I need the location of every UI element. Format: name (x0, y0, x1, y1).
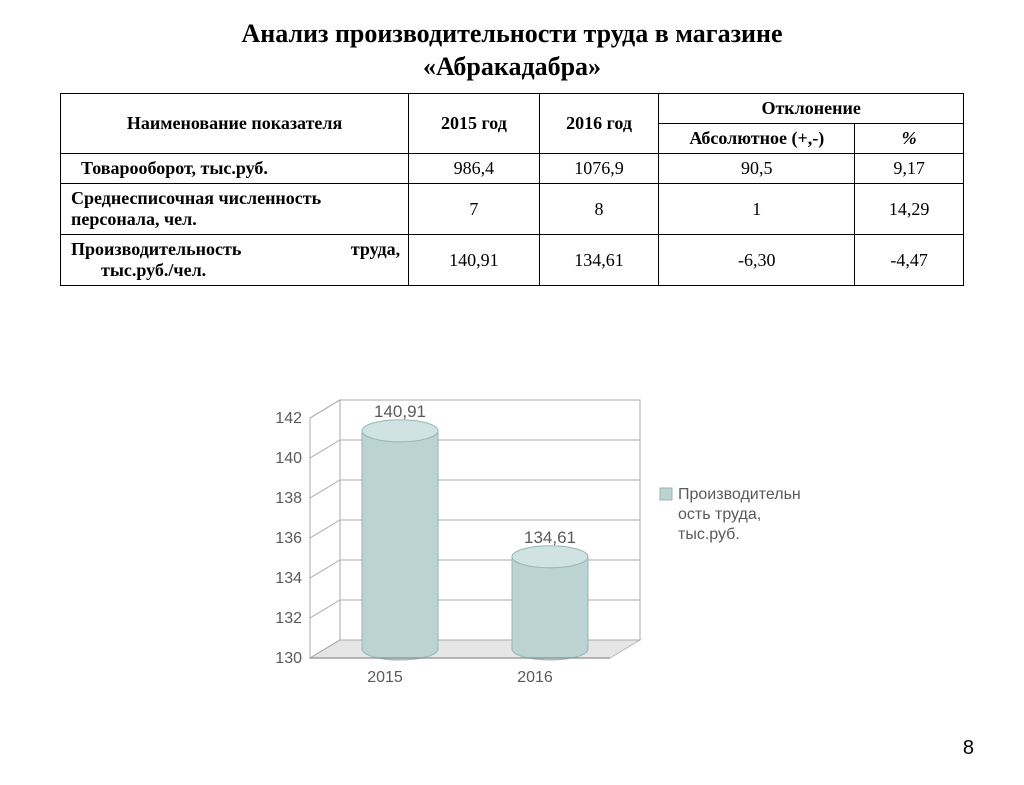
table-header-row-1: Наименование показателя 2015 год 2016 го… (61, 94, 964, 124)
legend-label: тыс.руб. (678, 526, 740, 543)
svg-text:2016: 2016 (517, 669, 553, 686)
productivity-chart: 130132134136138140142 140,91134,61 20152… (230, 358, 820, 718)
cell-2015: 986,4 (409, 154, 540, 184)
chart-legend: Производительн ость труда, тыс.руб. (660, 486, 801, 543)
table-row: Среднесписочная численность персонала, ч… (61, 184, 964, 235)
col-header-2016: 2016 год (539, 94, 659, 154)
data-table-container: Наименование показателя 2015 год 2016 го… (60, 93, 964, 286)
svg-text:132: 132 (275, 610, 302, 627)
cell-2015: 7 (409, 184, 540, 235)
table-row: Производительность труда, тыс.руб./чел. … (61, 235, 964, 286)
legend-label: Производительн (678, 486, 801, 503)
chart-floor (310, 640, 640, 658)
col-header-name: Наименование показателя (61, 94, 409, 154)
cell-abs: 90,5 (659, 154, 855, 184)
svg-text:142: 142 (275, 410, 302, 427)
cell-abs: -6,30 (659, 235, 855, 286)
row-label-part: тыс.руб./чел. (71, 260, 400, 281)
svg-text:2015: 2015 (367, 669, 403, 686)
page-number: 8 (963, 737, 974, 760)
svg-text:140: 140 (275, 450, 302, 467)
col-header-absolute: Абсолютное (+,-) (659, 124, 855, 154)
chart-xticks: 2015 2016 (367, 669, 553, 686)
row-label: Производительность труда, тыс.руб./чел. (61, 235, 409, 286)
row-label-part: Производительность (71, 239, 241, 260)
cell-pct: 9,17 (855, 154, 964, 184)
svg-text:134,61: 134,61 (524, 528, 576, 547)
title-line-1: Анализ производительности труда в магази… (241, 19, 782, 48)
cell-2016: 1076,9 (539, 154, 659, 184)
cell-2016: 8 (539, 184, 659, 235)
svg-text:130: 130 (275, 650, 302, 667)
title-line-2: «Абракадабра» (423, 52, 601, 81)
chart-svg: 130132134136138140142 140,91134,61 20152… (230, 358, 820, 718)
cell-abs: 1 (659, 184, 855, 235)
svg-text:136: 136 (275, 530, 302, 547)
svg-text:140,91: 140,91 (374, 402, 426, 421)
row-label: Товарооборот, тыс.руб. (61, 154, 409, 184)
table-row: Товарооборот, тыс.руб. 986,4 1076,9 90,5… (61, 154, 964, 184)
row-label: Среднесписочная численность персонала, ч… (61, 184, 409, 235)
col-header-percent: % (855, 124, 964, 154)
svg-text:134: 134 (275, 570, 302, 587)
col-header-deviation: Отклонение (659, 94, 964, 124)
chart-yticks: 130 132 134 136 138 140 142 (275, 410, 302, 667)
col-header-2015: 2015 год (409, 94, 540, 154)
data-table: Наименование показателя 2015 год 2016 го… (60, 93, 964, 286)
cell-2015: 140,91 (409, 235, 540, 286)
cell-pct: -4,47 (855, 235, 964, 286)
page-title: Анализ производительности труда в магази… (60, 18, 964, 83)
svg-text:138: 138 (275, 490, 302, 507)
legend-marker-icon (660, 488, 672, 500)
legend-label: ость труда, (678, 506, 761, 523)
row-label-part: труда, (351, 239, 400, 260)
cell-2016: 134,61 (539, 235, 659, 286)
cell-pct: 14,29 (855, 184, 964, 235)
